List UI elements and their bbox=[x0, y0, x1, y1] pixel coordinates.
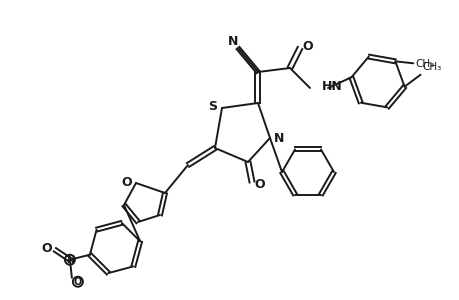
Text: HN: HN bbox=[321, 80, 342, 92]
Text: S: S bbox=[208, 100, 217, 113]
Text: CH₃: CH₃ bbox=[422, 62, 441, 72]
Text: N: N bbox=[273, 133, 284, 146]
Text: N: N bbox=[66, 255, 74, 265]
Text: O: O bbox=[122, 176, 132, 188]
Text: N: N bbox=[227, 34, 238, 47]
Text: O: O bbox=[41, 242, 52, 255]
Text: O: O bbox=[254, 178, 265, 190]
Text: O: O bbox=[73, 277, 82, 287]
Text: CH₃: CH₃ bbox=[414, 59, 434, 69]
Text: O: O bbox=[302, 40, 313, 52]
